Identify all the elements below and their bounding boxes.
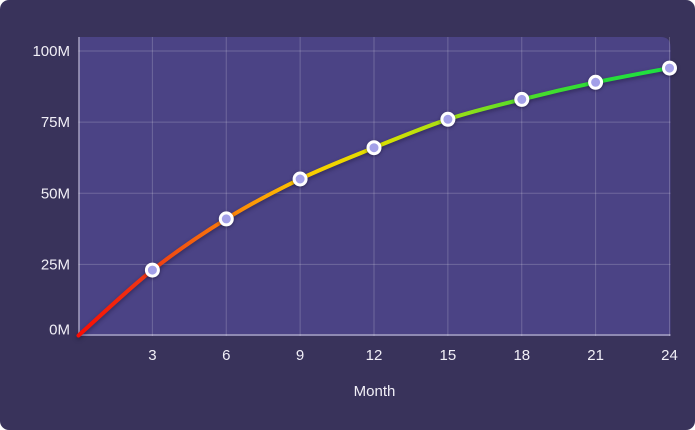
axis-lines (78, 37, 671, 336)
x-tick-12: 12 (366, 347, 383, 364)
y-tick-25M: 25M (41, 256, 70, 273)
x-axis-tick-labels: 3 6 9 12 15 18 21 24 (148, 347, 678, 364)
x-tick-21: 21 (587, 347, 604, 364)
x-tick-3: 3 (148, 347, 156, 364)
data-point-month-12[interactable] (366, 140, 382, 156)
data-points (144, 60, 677, 278)
x-tick-9: 9 (296, 347, 304, 364)
data-point-month-24[interactable] (662, 60, 677, 76)
data-point-month-3[interactable] (144, 262, 160, 278)
x-tick-24: 24 (661, 347, 678, 364)
x-tick-18: 18 (513, 347, 530, 364)
data-point-month-21[interactable] (588, 74, 604, 90)
plot-area (78, 37, 671, 336)
data-point-month-9[interactable] (292, 171, 308, 187)
x-tick-15: 15 (440, 347, 457, 364)
y-tick-0M: 0M (49, 322, 70, 339)
y-tick-75M: 75M (41, 114, 70, 131)
data-point-month-18[interactable] (514, 91, 530, 107)
data-point-month-6[interactable] (218, 211, 234, 227)
gridlines (78, 37, 671, 336)
x-tick-6: 6 (222, 347, 230, 364)
x-axis-title: Month (354, 383, 396, 400)
y-tick-100M: 100M (32, 43, 70, 60)
y-tick-50M: 50M (41, 185, 70, 202)
data-point-month-15[interactable] (440, 111, 456, 127)
y-axis-tick-labels: 0M 25M 50M 75M 100M (32, 43, 70, 339)
